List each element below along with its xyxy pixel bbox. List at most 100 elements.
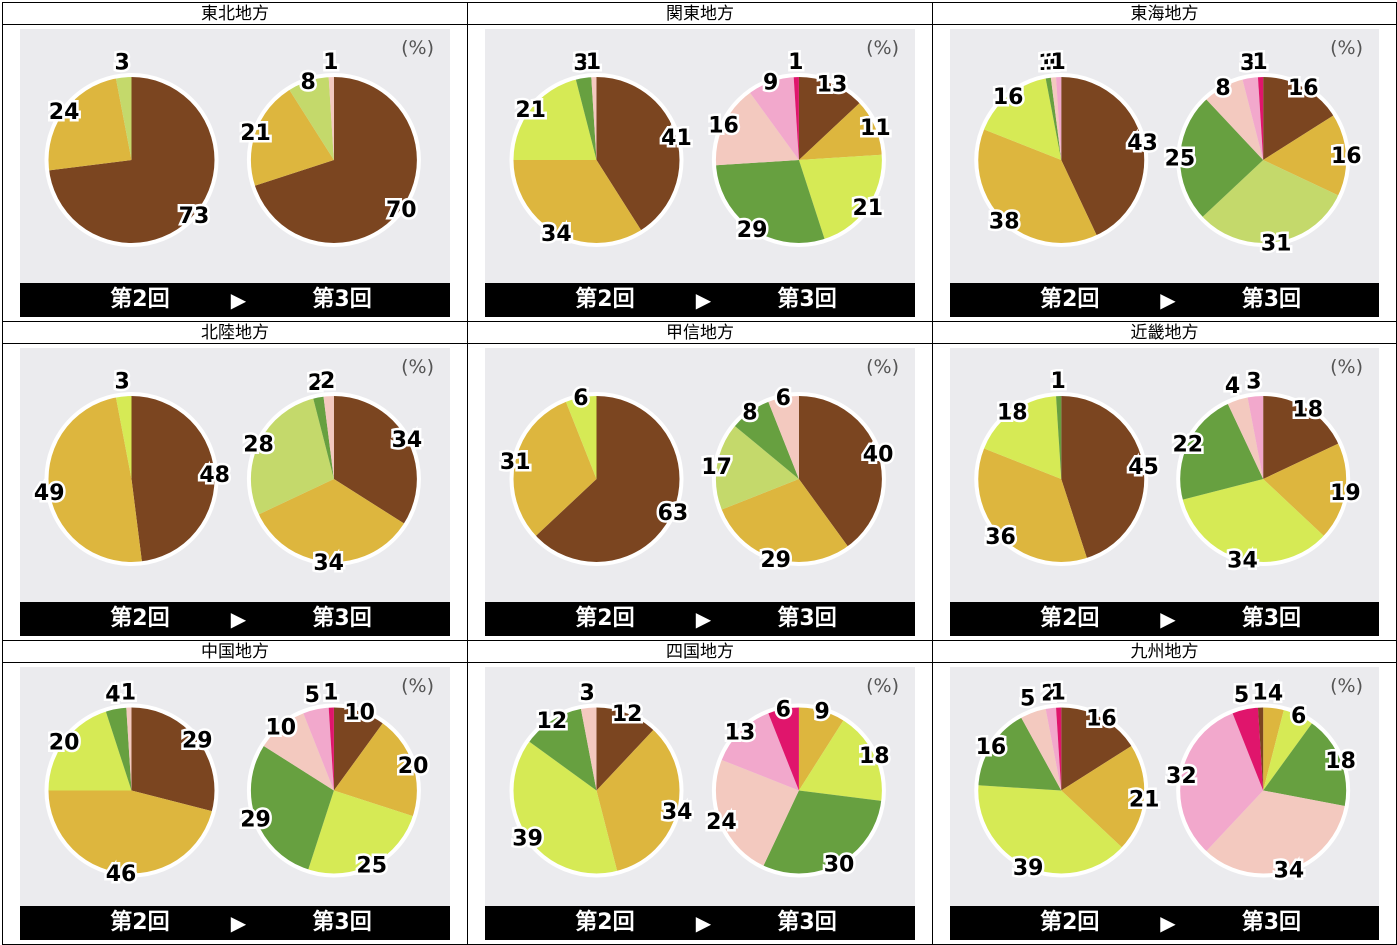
pie-outline xyxy=(509,392,684,566)
slice-value-label: 34 xyxy=(1227,549,1258,574)
slice-value-label: 16 xyxy=(1331,144,1362,169)
region-cell: 甲信地方 (%) 63 31 6 40 29 17 8 6 第2回 ▶ 第3回 xyxy=(468,322,932,640)
pie-slice xyxy=(527,707,597,791)
round-2-label: 第2回 xyxy=(1040,287,1100,312)
slice-value-label: 18 xyxy=(859,744,890,769)
pie-slice xyxy=(248,396,334,516)
round-2-label: 第2回 xyxy=(1040,606,1100,631)
pie-slice xyxy=(1201,160,1341,245)
pie-slice xyxy=(1045,705,1062,791)
pie-slice xyxy=(1263,442,1349,538)
region-cell: 近畿地方 (%) 45 36 18 1 18 19 34 22 4 3 第2回 ▶ 第3回 xyxy=(933,322,1396,640)
pie-slice xyxy=(46,76,132,171)
region-cell: 東海地方 (%) 43 38 16 1 1 1 16 16 31 25 8 3 1 第2回 ▶ 第3回 xyxy=(933,3,1396,321)
pie-outline xyxy=(711,392,886,566)
pie-slice xyxy=(591,75,597,160)
region-cell: 中国地方 (%) 29 46 20 4 1 10 20 25 29 10 5 1 第2回 ▶ 第3回 xyxy=(3,641,467,944)
chart-panel: (%) 63 31 6 40 29 17 8 6 第2回 ▶ 第3回 xyxy=(485,348,915,636)
pie-slice xyxy=(333,705,384,791)
region-cell: 九州地方 (%) 16 21 39 16 5 2 1 4 6 18 34 32 5 1 第2回 ▶ 第3回 xyxy=(933,641,1396,944)
pie-round-2: 45 36 18 1 xyxy=(974,367,1161,566)
pie-slice xyxy=(333,394,419,525)
pie-slice xyxy=(1055,705,1062,791)
pie-slice xyxy=(1263,114,1349,197)
pie-outline xyxy=(246,73,421,247)
region-title: 関東地方 xyxy=(666,4,734,24)
round-3-label: 第3回 xyxy=(1241,606,1302,631)
grid-line xyxy=(2,662,1397,663)
pie-round-2: 12 34 39 12 3 xyxy=(509,678,695,878)
pie-slice xyxy=(248,88,334,187)
pie-round-3: 40 29 17 86 xyxy=(699,384,896,576)
pie-round-2: 63 31 6 xyxy=(497,384,691,566)
pie-slice xyxy=(798,75,861,160)
round-comparison-bar: 第2回 ▶ 第3回 xyxy=(485,906,915,940)
slice-value-label: 6 xyxy=(1291,704,1306,729)
slice-value-label: 18 xyxy=(1325,749,1356,774)
slice-value-label: 1 xyxy=(1252,681,1267,706)
slice-value-label: 12 xyxy=(612,702,643,727)
play-arrow-icon: ▶ xyxy=(230,288,247,312)
pie-slice xyxy=(328,705,334,791)
pie-round-3: 34 34 28 22 xyxy=(241,367,425,579)
slice-value-label: 29 xyxy=(760,548,791,573)
chart-panel: (%) 41 34 21 3 1 13 11 21 29 16 9 1 第2回 ▶ 第3回 xyxy=(485,29,915,317)
play-arrow-icon: ▶ xyxy=(1160,607,1176,631)
region-title: 東北地方 xyxy=(201,4,269,24)
slice-value-label: 39 xyxy=(1013,856,1044,881)
pie-slice xyxy=(714,160,826,245)
slice-value-label: 3 xyxy=(115,369,130,394)
pie-slice xyxy=(47,75,217,246)
round-3-label: 第3回 xyxy=(312,606,372,631)
slice-value-label: 1 xyxy=(1038,51,1053,76)
pie-slice xyxy=(288,75,334,160)
slice-value-label: 34 xyxy=(313,551,344,576)
slice-value-label: 1 xyxy=(121,681,136,706)
region-title: 東海地方 xyxy=(1130,4,1199,24)
pie-slice xyxy=(534,394,682,564)
round-3-label: 第3回 xyxy=(777,606,837,631)
slice-value-label: 1 xyxy=(1050,369,1065,394)
unit-label: (%) xyxy=(1330,675,1363,697)
slice-value-label: 2 xyxy=(308,371,323,396)
pie-outline xyxy=(974,703,1149,878)
pie-slice xyxy=(798,101,884,160)
chart-panel: (%) 12 34 39 12 3 9 18 30 24 13 6 第2回 ▶ 第3回 xyxy=(485,667,915,940)
slice-value-label: 9 xyxy=(814,700,829,725)
slice-value-label: 24 xyxy=(706,810,737,835)
slice-value-label: 19 xyxy=(1330,481,1361,506)
region-title: 甲信地方 xyxy=(666,323,734,343)
slice-value-label: 6 xyxy=(776,698,791,723)
pie-slice xyxy=(713,424,799,511)
pie-pair-svg: 45 36 18 1 18 19 34 22 4 3 xyxy=(974,367,1363,576)
slice-value-label: 49 xyxy=(34,481,65,506)
pie-outline xyxy=(1176,73,1351,247)
chart-panel: (%) 48 49 3 34 34 28 2 2 第2回 ▶ 第3回 xyxy=(20,348,450,636)
round-3-label: 第3回 xyxy=(312,287,372,312)
pie-slice xyxy=(713,91,799,166)
pie-slice xyxy=(1247,394,1264,479)
pie-slice xyxy=(748,75,799,160)
round-2-label: 第2回 xyxy=(110,287,170,312)
pie-slice xyxy=(1061,394,1147,560)
slice-value-label: 11 xyxy=(860,116,891,141)
pie-slice xyxy=(131,705,217,812)
slice-value-label: 16 xyxy=(1086,707,1117,732)
chart-panel: (%) 29 46 20 4 1 10 20 25 29 10 5 1 第2回 ▶ 第3回 xyxy=(20,667,450,940)
play-arrow-icon: ▶ xyxy=(230,607,247,631)
slice-value-label: 16 xyxy=(708,114,739,139)
pie-slice xyxy=(767,394,799,479)
slice-value-label: 25 xyxy=(356,854,387,879)
pie-slice xyxy=(982,76,1062,160)
round-comparison-bar: 第2回 ▶ 第3回 xyxy=(950,283,1379,317)
round-comparison-bar: 第2回 ▶ 第3回 xyxy=(20,602,450,636)
round-comparison-bar: 第2回 ▶ 第3回 xyxy=(950,602,1379,636)
round-comparison-bar: 第2回 ▶ 第3回 xyxy=(20,283,450,317)
slice-value-label: 3 xyxy=(1240,51,1255,76)
slice-value-label: 1 xyxy=(788,50,803,75)
slice-value-label: 5 xyxy=(1234,683,1249,708)
pie-slice xyxy=(798,705,845,791)
